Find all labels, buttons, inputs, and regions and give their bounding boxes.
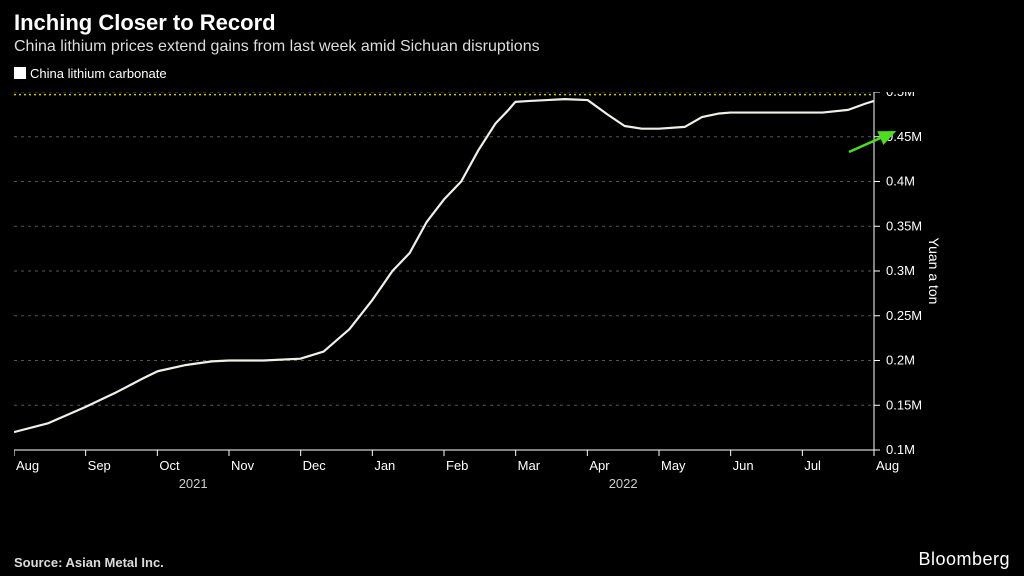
chart-subtitle: China lithium prices extend gains from l… bbox=[0, 38, 1024, 62]
svg-text:Jun: Jun bbox=[733, 458, 754, 473]
chart-title: Inching Closer to Record bbox=[0, 0, 1024, 38]
svg-text:Aug: Aug bbox=[876, 458, 899, 473]
svg-text:Oct: Oct bbox=[159, 458, 180, 473]
svg-text:Yuan a ton: Yuan a ton bbox=[926, 238, 942, 305]
source-text: Source: Asian Metal Inc. bbox=[14, 555, 164, 570]
svg-text:0.5M: 0.5M bbox=[886, 92, 915, 99]
svg-text:2022: 2022 bbox=[609, 476, 638, 491]
line-chart-svg: 0.1M 0.15M 0.2M 0.25M 0.3M 0.35M 0.4M 0.45M 0.5M… bbox=[14, 92, 994, 512]
svg-text:0.15M: 0.15M bbox=[886, 397, 922, 412]
svg-text:Sep: Sep bbox=[88, 458, 111, 473]
svg-text:Dec: Dec bbox=[303, 458, 327, 473]
svg-text:0.25M: 0.25M bbox=[886, 308, 922, 323]
chart-frame: Inching Closer to Record China lithium p… bbox=[0, 0, 1024, 576]
svg-text:Jul: Jul bbox=[804, 458, 821, 473]
svg-text:0.45M: 0.45M bbox=[886, 129, 922, 144]
svg-text:Jan: Jan bbox=[374, 458, 395, 473]
svg-text:0.4M: 0.4M bbox=[886, 174, 915, 189]
plot-area: 0.1M 0.15M 0.2M 0.25M 0.3M 0.35M 0.4M 0.45M 0.5M… bbox=[14, 92, 994, 517]
svg-text:0.2M: 0.2M bbox=[886, 353, 915, 368]
legend-swatch bbox=[14, 67, 26, 79]
svg-text:0.3M: 0.3M bbox=[886, 263, 915, 278]
svg-text:Apr: Apr bbox=[589, 458, 610, 473]
svg-text:Mar: Mar bbox=[518, 458, 541, 473]
svg-text:Nov: Nov bbox=[231, 458, 255, 473]
legend-label: China lithium carbonate bbox=[30, 66, 167, 81]
svg-text:2021: 2021 bbox=[179, 476, 208, 491]
svg-text:Aug: Aug bbox=[16, 458, 39, 473]
legend: China lithium carbonate bbox=[0, 62, 1024, 81]
svg-text:0.35M: 0.35M bbox=[886, 218, 922, 233]
svg-text:Feb: Feb bbox=[446, 458, 468, 473]
svg-text:May: May bbox=[661, 458, 686, 473]
svg-text:0.1M: 0.1M bbox=[886, 442, 915, 457]
brand-text: Bloomberg bbox=[918, 549, 1010, 570]
